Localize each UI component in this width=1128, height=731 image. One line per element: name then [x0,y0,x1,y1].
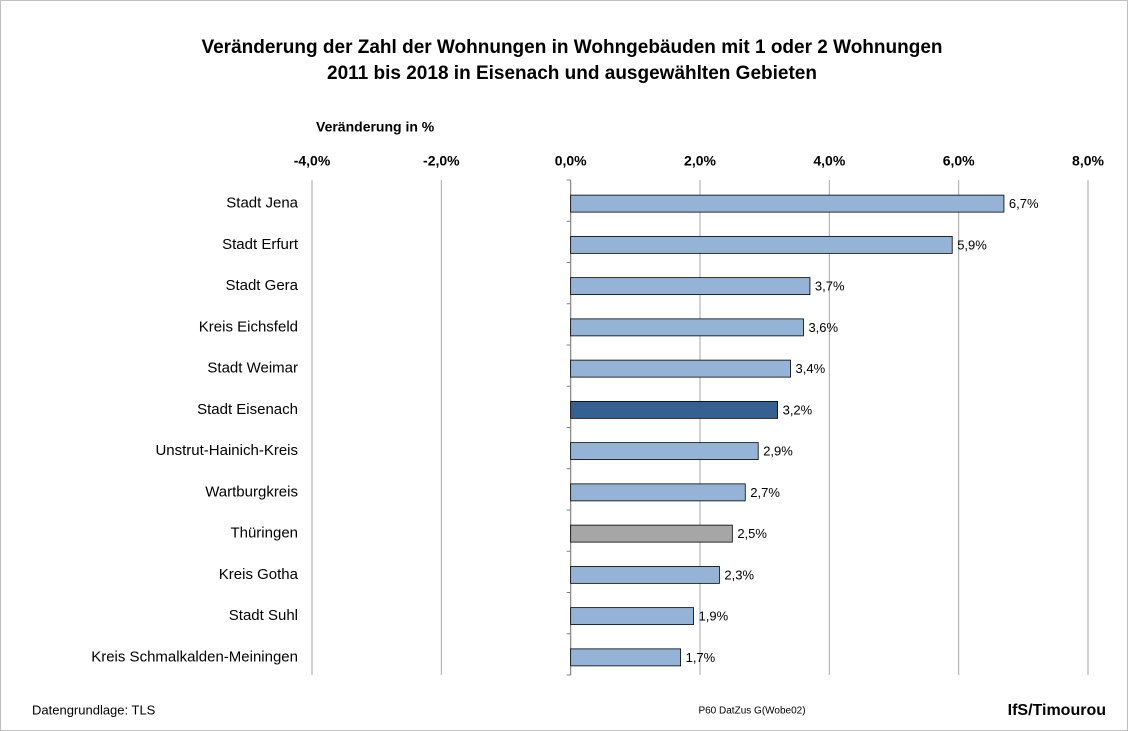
author: IfS/Timourou [1008,702,1106,719]
x-tick-label: 6,0% [943,153,975,169]
code: P60 DatZus G(Wobe02) [698,706,805,717]
bar [570,277,811,296]
data-label: 2,9% [763,444,793,459]
x-tick-label: -4,0% [294,153,331,169]
data-label: 2,3% [724,567,754,582]
bar [570,483,746,502]
y-tick-label: Stadt Suhl [229,607,298,624]
chart-title: Veränderung der Zahl der Wohnungen in Wo… [201,37,942,58]
bar [570,442,759,461]
data-label: 6,7% [1009,196,1039,211]
bar [570,318,804,337]
data-label: 1,7% [686,650,716,665]
y-tick-label: Stadt Eisenach [197,401,298,418]
x-tick-label: 8,0% [1072,153,1104,169]
x-tick-label: 4,0% [813,153,845,169]
bar [570,607,694,626]
y-tick-label: Thüringen [230,525,298,542]
bar [570,194,1005,213]
y-tick-label: Kreis Eichsfeld [199,318,298,335]
data-label: 3,4% [796,361,826,376]
y-tick-label: Stadt Gera [225,277,298,294]
y-tick-label: Unstrut-Hainich-Kreis [155,442,298,459]
bar [570,648,682,667]
bar [570,565,720,584]
bar [570,235,953,254]
y-tick-label: Kreis Gotha [219,566,299,583]
x-tick-label: 2,0% [684,153,716,169]
bar [570,524,733,543]
data-label: 5,9% [957,237,987,252]
data-label: 1,9% [699,609,729,624]
data-label: 3,6% [808,320,838,335]
data-label: 2,5% [737,526,767,541]
data-label: 3,2% [783,402,813,417]
y-tick-label: Stadt Weimar [207,360,298,377]
data-label: 3,7% [815,279,845,294]
y-tick-label: Stadt Erfurt [222,236,299,253]
axis-label: Veränderung in % [316,119,435,135]
bar [570,400,779,419]
x-tick-label: 0,0% [555,153,587,169]
source: Datengrundlage: TLS [32,702,156,717]
y-tick-label: Kreis Schmalkalden-Meiningen [91,648,298,665]
y-tick-label: Stadt Jena [226,195,298,212]
x-tick-label: -2,0% [423,153,460,169]
data-label: 2,7% [750,485,780,500]
bar [570,359,791,378]
chart-title: 2011 bis 2018 in Eisenach und ausgewählt… [327,63,817,84]
y-tick-label: Wartburgkreis [205,483,298,500]
